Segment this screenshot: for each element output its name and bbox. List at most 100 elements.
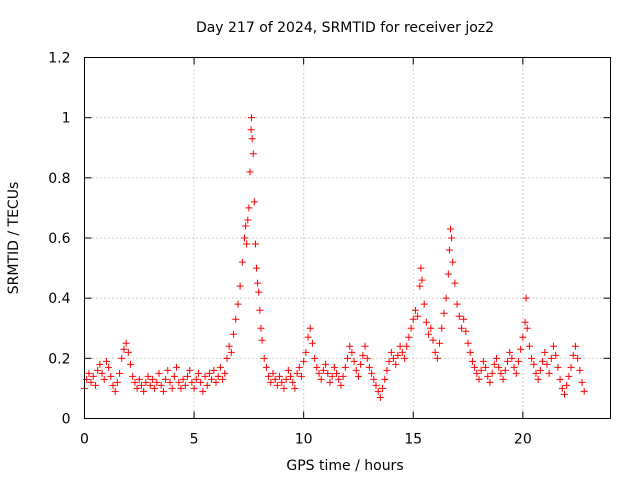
y-tick-label: 0.4 bbox=[48, 291, 70, 307]
data-point bbox=[273, 381, 281, 389]
data-point bbox=[297, 372, 305, 380]
data-point bbox=[300, 357, 308, 365]
data-point bbox=[107, 372, 115, 380]
data-point bbox=[569, 351, 577, 359]
data-point bbox=[554, 363, 562, 371]
data-point bbox=[550, 342, 558, 350]
data-point bbox=[387, 348, 395, 356]
data-point bbox=[257, 324, 265, 332]
data-point bbox=[244, 216, 252, 224]
data-point bbox=[267, 378, 275, 386]
data-point bbox=[484, 372, 492, 380]
data-point bbox=[455, 312, 463, 320]
data-point bbox=[383, 366, 391, 374]
data-point bbox=[486, 378, 494, 386]
data-point bbox=[249, 150, 257, 158]
data-point bbox=[433, 354, 441, 362]
data-point bbox=[258, 336, 266, 344]
data-point bbox=[558, 384, 566, 392]
data-point bbox=[490, 360, 498, 368]
data-point bbox=[534, 375, 542, 383]
data-point bbox=[398, 348, 406, 356]
x-tick-label: 15 bbox=[404, 432, 422, 448]
data-point bbox=[339, 372, 347, 380]
data-point bbox=[370, 375, 378, 383]
data-point bbox=[427, 324, 435, 332]
data-point bbox=[157, 381, 165, 389]
data-point bbox=[205, 369, 213, 377]
data-point bbox=[127, 360, 135, 368]
data-point bbox=[335, 375, 343, 383]
data-point bbox=[251, 240, 259, 248]
data-point bbox=[517, 345, 525, 353]
data-point bbox=[240, 234, 248, 242]
y-tick-label: 0.6 bbox=[48, 231, 70, 247]
points-layer bbox=[81, 114, 588, 401]
x-tick-label: 10 bbox=[295, 432, 313, 448]
data-point bbox=[376, 393, 384, 401]
data-point bbox=[462, 327, 470, 335]
data-point bbox=[162, 375, 170, 383]
data-point bbox=[124, 348, 132, 356]
data-point bbox=[396, 342, 404, 350]
data-point bbox=[194, 369, 202, 377]
data-point bbox=[302, 348, 310, 356]
data-point bbox=[242, 222, 250, 230]
data-point bbox=[519, 333, 527, 341]
data-point bbox=[98, 369, 106, 377]
data-point bbox=[100, 375, 108, 383]
data-point bbox=[234, 300, 242, 308]
data-point bbox=[94, 366, 102, 374]
data-point bbox=[473, 369, 481, 377]
data-point bbox=[188, 378, 196, 386]
data-point bbox=[344, 354, 351, 362]
y-tick-label: 0 bbox=[62, 412, 71, 428]
data-point bbox=[260, 354, 268, 362]
data-point bbox=[578, 378, 586, 386]
data-point bbox=[186, 366, 194, 374]
data-point bbox=[337, 381, 345, 389]
data-point bbox=[365, 363, 373, 371]
data-point bbox=[255, 288, 263, 296]
data-point bbox=[468, 357, 476, 365]
data-point bbox=[361, 342, 369, 350]
x-axis-label: GPS time / hours bbox=[286, 458, 403, 474]
data-point bbox=[179, 375, 187, 383]
data-point bbox=[118, 354, 126, 362]
data-point bbox=[151, 384, 159, 392]
data-point bbox=[203, 381, 211, 389]
data-point bbox=[135, 375, 143, 383]
data-point bbox=[442, 294, 450, 302]
data-point bbox=[440, 309, 448, 317]
data-point bbox=[197, 378, 205, 386]
data-point bbox=[89, 372, 97, 380]
data-point bbox=[521, 318, 529, 326]
data-point bbox=[448, 234, 456, 242]
data-point bbox=[317, 375, 325, 383]
data-point bbox=[341, 363, 349, 371]
data-point bbox=[411, 306, 419, 314]
data-point bbox=[148, 375, 156, 383]
data-point bbox=[417, 264, 425, 272]
data-point bbox=[173, 363, 181, 371]
data-point bbox=[328, 372, 336, 380]
data-point bbox=[322, 360, 330, 368]
data-point bbox=[212, 378, 220, 386]
data-point bbox=[315, 369, 323, 377]
data-point bbox=[508, 354, 516, 362]
data-point bbox=[381, 375, 389, 383]
data-point bbox=[493, 354, 501, 362]
data-point bbox=[429, 336, 437, 344]
data-point bbox=[291, 384, 299, 392]
data-point bbox=[271, 375, 279, 383]
data-point bbox=[563, 381, 571, 389]
data-point bbox=[368, 369, 376, 377]
data-point bbox=[142, 378, 150, 386]
data-point bbox=[436, 339, 444, 347]
data-point bbox=[394, 351, 402, 359]
data-point bbox=[482, 363, 490, 371]
data-point bbox=[447, 225, 455, 233]
data-point bbox=[214, 372, 222, 380]
data-point bbox=[522, 294, 530, 302]
